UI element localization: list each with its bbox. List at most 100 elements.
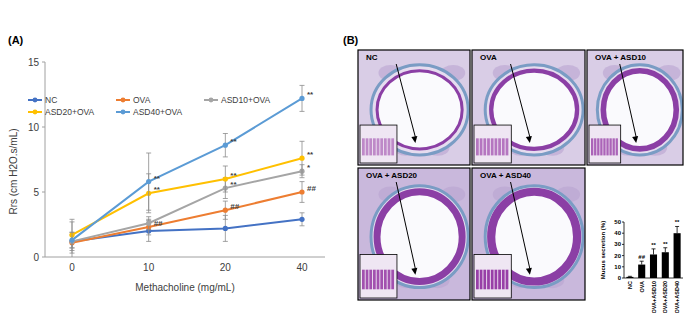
error-cap [70,219,75,220]
panel-label: (A) [8,34,24,46]
inset-cells [373,270,376,290]
bar [626,277,633,278]
error-cap [223,166,228,167]
inset-cells [377,138,380,155]
inset-cells [380,270,383,290]
error-cap [146,229,151,230]
error-cap [663,247,667,248]
annotation: ** [307,90,314,99]
error-line [72,219,73,250]
annotation: ## [307,184,316,193]
error-line [665,248,666,252]
error-cap [70,250,75,251]
inset [474,254,511,298]
inset-cells [366,270,369,290]
point [146,179,151,184]
error-bar [146,217,151,230]
inset-cells [384,270,387,290]
error-cap [300,181,305,182]
inset-cells [483,270,486,290]
y-tick-label: 0 [618,275,622,281]
inset-cells [613,138,615,155]
tissue-background [358,168,470,300]
bar [650,254,657,278]
marks [626,226,680,278]
inset-cells [494,138,497,155]
image-content [358,168,470,300]
inset-cells [506,270,509,290]
point [299,156,304,161]
error-bar [223,134,228,157]
error-cap [223,219,228,220]
inset-cells [487,270,490,290]
marks [69,85,304,257]
inset [360,125,397,163]
x-tick-label: OVA+ASD40 [674,281,680,313]
error-cap [223,156,228,157]
legend-label: ASD10+OVA [221,95,271,105]
legend-label: NC [45,95,57,105]
error-cap [300,225,305,226]
point [223,208,228,213]
error-cap [146,234,151,235]
annotation: ** [675,219,680,225]
inset-cells [384,138,387,155]
inset-cells [380,138,383,155]
x-tick-label: 10 [143,262,155,273]
inset [360,254,397,298]
inset-cells [494,270,497,290]
error-bar [70,232,75,248]
error-cap [223,201,228,202]
inset-cells [377,270,380,290]
inset-cells [476,138,479,155]
x-tick-label: 40 [296,262,308,273]
inset-cells [366,138,369,155]
y-tick [622,244,624,245]
arrow-head [411,136,417,143]
y-axis [624,222,625,278]
x-tick-label: OVA+ASD20 [662,281,668,313]
inset-cells [483,138,486,155]
error-cap [300,141,305,142]
error-cap [300,212,305,213]
y-tick-label: 15 [28,57,40,68]
y-tick-label: 10 [614,264,621,270]
error-cap [628,276,632,277]
x-tick-label: 0 [69,262,75,273]
inset-cells [491,270,494,290]
y-tick [622,266,624,267]
bar [662,252,669,278]
error-cap [675,226,679,227]
inset-cells [594,138,596,155]
point [223,176,228,181]
error-bar [300,141,305,175]
inset-cells [502,138,505,155]
error-cap [223,133,228,134]
y-tick [42,257,45,258]
error-cap [652,248,656,249]
inset-cells [491,138,494,155]
legend-label: ASD40+OVA [133,107,183,117]
airway-wall [485,65,583,155]
inset [474,125,511,163]
error-bar [300,85,305,111]
error-bar [652,249,656,255]
error-cap [70,232,75,233]
image-title: OVA + ASD40 [480,171,532,180]
error-bar [300,213,305,226]
inset-cells [476,270,479,290]
error-line [653,249,654,255]
point [299,96,304,101]
bar [638,265,645,278]
error-bar [223,201,228,219]
y-tick-label: 50 [614,219,621,225]
y-tick [42,127,45,128]
point [299,217,304,222]
point [299,189,304,194]
histology-image: OVA + ASD10 [587,50,683,165]
y-tick-label: 0 [33,252,39,263]
y-tick [622,222,624,223]
y-axis-label: Mucus secretion (%) [600,221,606,279]
annotation: ** [307,150,314,159]
image-title: OVA [480,53,497,62]
